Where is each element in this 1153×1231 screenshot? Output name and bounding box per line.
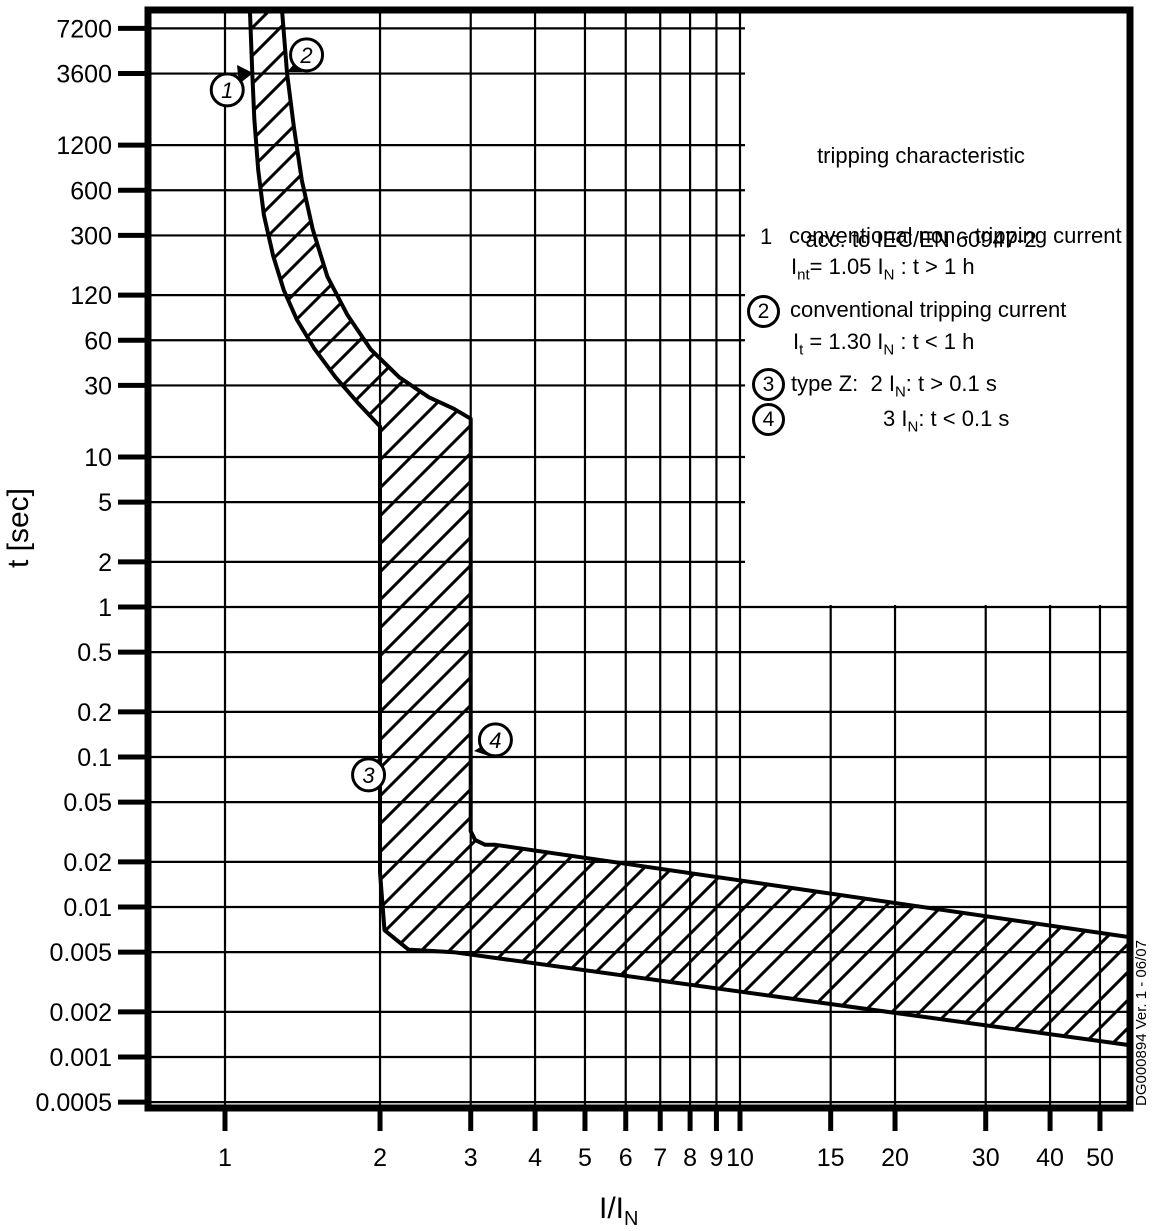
y-tick-label: 0.005 xyxy=(49,939,112,967)
x-tick-label: 50 xyxy=(1086,1144,1114,1172)
legend-item-4-formula: 3 IN: t < 0.1 s xyxy=(883,406,1010,436)
legend-title-line2: acc. to IEC/EN 60947-2 xyxy=(805,227,1037,252)
legend-panel-background xyxy=(745,13,1127,605)
plot-frame xyxy=(144,6,1134,1112)
y-tick-label: 60 xyxy=(84,327,112,355)
x-tick-label: 30 xyxy=(972,1144,1000,1172)
legend-item-1-description: conventional non - tripping current xyxy=(789,223,1122,248)
y-tick-label: 120 xyxy=(70,282,112,310)
x-tick-label: 6 xyxy=(619,1144,633,1172)
legend-item-1-formula: Int= 1.05 IN : t > 1 h xyxy=(791,254,975,284)
y-tick-label: 7200 xyxy=(56,15,112,43)
y-tick-label: 0.001 xyxy=(49,1044,112,1072)
marker-1-label: 1 xyxy=(221,78,233,103)
marker-4-label: 4 xyxy=(489,728,501,753)
y-tick-label: 1 xyxy=(98,594,112,622)
x-tick-label: 10 xyxy=(726,1144,754,1172)
marker-3-circle xyxy=(351,757,387,793)
legend-item-2-description: conventional tripping current xyxy=(790,297,1067,322)
axis-tick-labels: 7200360012006003001206030105210.50.20.10… xyxy=(36,15,1114,1172)
x-tick-label: 5 xyxy=(578,1144,592,1172)
y-tick-label: 10 xyxy=(84,444,112,472)
marker-3-label: 3 xyxy=(362,763,375,788)
legend-item-2-formula: It = 1.30 IN : t < 1 h xyxy=(793,329,975,359)
legend-item-3-formula: type Z: 2 IN: t > 0.1 s xyxy=(791,371,997,401)
document-reference-text: DG000894 Ver. 1 - 06/07 xyxy=(1133,940,1150,1106)
legend-title-line1: tripping characteristic xyxy=(817,143,1025,168)
y-tick-label: 1200 xyxy=(56,132,112,160)
x-tick-label: 7 xyxy=(653,1144,667,1172)
curve-markers: 1 2 3 4 xyxy=(209,37,513,793)
x-tick-label: 20 xyxy=(881,1144,909,1172)
y-tick-label: 0.1 xyxy=(77,744,112,772)
marker-4-circle xyxy=(477,722,513,758)
x-tick-label: 4 xyxy=(528,1144,542,1172)
y-tick-label: 0.5 xyxy=(77,639,112,667)
legend-item-1-number: 1 xyxy=(760,224,773,249)
legend-panel-mask xyxy=(745,13,1127,605)
y-tick-label: 30 xyxy=(84,372,112,400)
y-tick-label: 300 xyxy=(70,222,112,250)
legend-title: tripping characteristic acc. to IEC/EN 6… xyxy=(778,86,1064,310)
y-tick-label: 600 xyxy=(70,177,112,205)
axis-ticks xyxy=(118,25,1103,1131)
y-tick-label: 0.0005 xyxy=(36,1089,112,1117)
plot-border xyxy=(144,6,1134,1112)
x-tick-label: 2 xyxy=(373,1144,387,1172)
legend-item-2-circled-number: 2 xyxy=(747,295,780,328)
y-tick-label: 2 xyxy=(98,549,112,577)
y-axis-title: t [sec] xyxy=(2,487,35,569)
y-tick-label: 0.2 xyxy=(77,699,112,727)
legend-item-3-circled-number: 3 xyxy=(752,368,785,401)
x-tick-label: 1 xyxy=(218,1144,232,1172)
x-axis-title: I/IN xyxy=(599,1192,639,1230)
y-tick-label: 0.05 xyxy=(63,789,112,817)
y-tick-label: 0.002 xyxy=(49,999,112,1027)
x-tick-label: 9 xyxy=(709,1144,723,1172)
x-tick-label: 15 xyxy=(817,1144,845,1172)
y-tick-label: 5 xyxy=(98,489,112,517)
y-tick-label: 3600 xyxy=(56,61,112,89)
x-tick-label: 40 xyxy=(1036,1144,1064,1172)
x-tick-label: 8 xyxy=(683,1144,697,1172)
marker-2-label: 2 xyxy=(299,43,312,68)
legend-item-4-circled-number: 4 xyxy=(752,403,785,436)
y-tick-label: 0.01 xyxy=(63,894,112,922)
y-tick-label: 0.02 xyxy=(63,849,112,877)
x-tick-label: 3 xyxy=(464,1144,478,1172)
marker-1-circle xyxy=(209,72,245,108)
marker-2-circle xyxy=(289,37,325,73)
